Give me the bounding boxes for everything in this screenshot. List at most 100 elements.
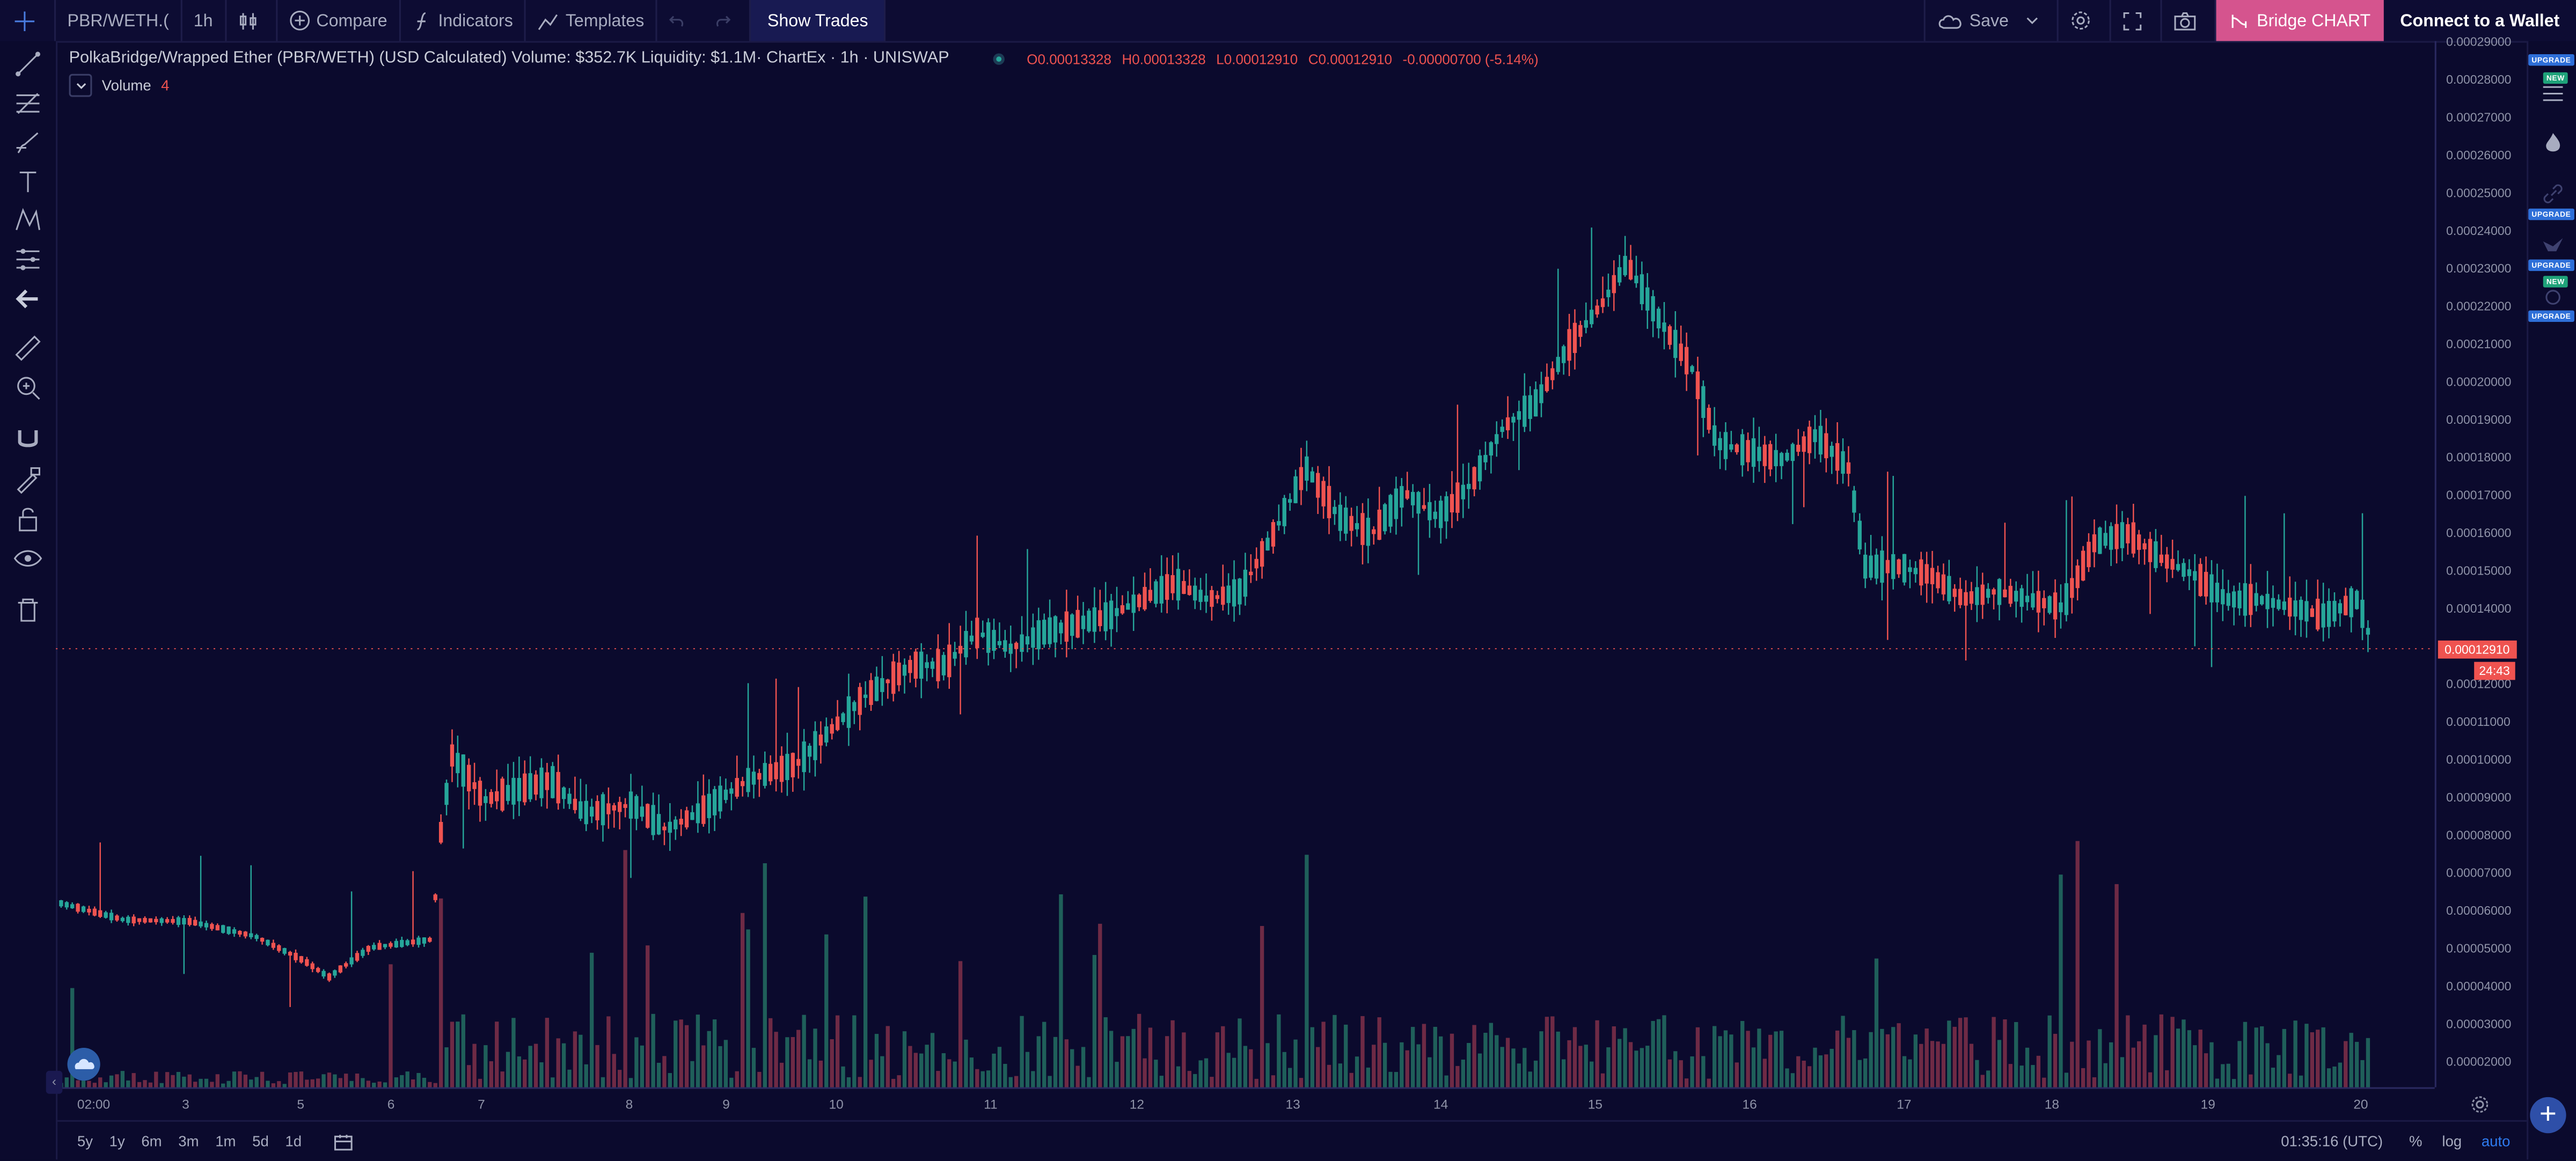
- price-axis[interactable]: 0.00029000 0.00028000 0.00027000 0.00026000…: [2434, 34, 2528, 1087]
- interval-selector[interactable]: 1h: [182, 0, 226, 41]
- candle-body: [366, 946, 370, 952]
- candle-body: [1366, 518, 1371, 546]
- gear-small-icon[interactable]: [2543, 288, 2563, 307]
- candle-body: [674, 819, 678, 829]
- upgrade-badge[interactable]: UPGRADE: [2528, 310, 2574, 322]
- candle-body: [763, 763, 767, 786]
- time-axis[interactable]: 02:00 3 5 6 7 8 9 10 11 12 13 14 15 16 17 18 19 20: [56, 1087, 2435, 1122]
- save-button[interactable]: Save: [1923, 0, 2058, 41]
- candle-body: [305, 959, 309, 966]
- fullscreen-button[interactable]: [2111, 0, 2162, 41]
- candle-body: [2036, 591, 2041, 613]
- range-buttons: 5y 1y 6m 3m 1m 5d 1d: [69, 1133, 310, 1150]
- candle-body: [1243, 569, 1248, 597]
- price-tick-label: 0.00022000: [2446, 299, 2512, 314]
- connect-wallet-button[interactable]: Connect to a Wallet: [2384, 11, 2576, 31]
- volume-bar: [2288, 1074, 2292, 1087]
- utc-clock[interactable]: 01:35:16 (UTC): [2281, 1133, 2383, 1150]
- lock-icon[interactable]: [13, 504, 42, 534]
- volume-bar: [986, 1070, 991, 1087]
- candle-body: [690, 812, 694, 820]
- upgrade-badge[interactable]: UPGRADE: [2528, 54, 2574, 66]
- candle-body: [723, 789, 728, 800]
- candle-body: [997, 641, 1002, 645]
- volume-bar: [1243, 1046, 1248, 1087]
- link-icon[interactable]: [2543, 184, 2563, 204]
- indicators-button[interactable]: Indicators: [400, 0, 526, 41]
- volume-bar: [969, 1057, 974, 1087]
- candle-body: [707, 793, 711, 818]
- lock-draw-icon[interactable]: [13, 465, 42, 494]
- eye-icon[interactable]: [13, 543, 42, 573]
- range-button-6m[interactable]: 6m: [141, 1133, 162, 1150]
- percent-toggle[interactable]: %: [2409, 1133, 2423, 1150]
- bird-icon[interactable]: [2542, 235, 2565, 255]
- volume-bar: [2360, 1060, 2365, 1087]
- candle-body: [438, 821, 443, 843]
- range-button-5d[interactable]: 5d: [252, 1133, 269, 1150]
- log-toggle[interactable]: log: [2442, 1133, 2462, 1150]
- fire-icon[interactable]: [2543, 131, 2563, 155]
- bridge-chart-button[interactable]: Bridge CHART: [2215, 0, 2384, 41]
- candle-body: [1539, 384, 1543, 403]
- collapse-legend-button[interactable]: [69, 74, 92, 97]
- candle-body: [1550, 368, 1555, 380]
- range-button-5y[interactable]: 5y: [77, 1133, 93, 1150]
- chart-type-button[interactable]: [226, 0, 277, 41]
- range-button-1y[interactable]: 1y: [109, 1133, 125, 1150]
- watchlist-icon[interactable]: [2542, 84, 2565, 104]
- fib-icon[interactable]: [13, 89, 42, 118]
- price-chart[interactable]: [56, 41, 2435, 1087]
- goto-date-icon[interactable]: [333, 1133, 353, 1151]
- volume-bar: [221, 1083, 225, 1087]
- zoom-icon[interactable]: [13, 373, 42, 402]
- magnet-icon[interactable]: [13, 425, 42, 455]
- show-trades-button[interactable]: Show Trades: [751, 0, 887, 41]
- redo-button[interactable]: [704, 0, 751, 41]
- axis-settings-icon[interactable]: [2471, 1096, 2489, 1114]
- compare-button[interactable]: Compare: [277, 0, 401, 41]
- volume-bar: [1215, 1032, 1220, 1087]
- trash-icon[interactable]: [13, 594, 42, 624]
- text-icon[interactable]: [13, 167, 42, 197]
- back-arrow-icon[interactable]: [13, 284, 42, 314]
- volume-bar: [349, 1081, 354, 1087]
- add-button[interactable]: +: [2530, 1097, 2566, 1134]
- volume-bar: [1712, 1026, 1717, 1087]
- time-tick-label: 12: [1129, 1097, 1144, 1112]
- price-tick-label: 0.00027000: [2446, 110, 2512, 125]
- price-tick-label: 0.00007000: [2446, 865, 2512, 880]
- symbol-search[interactable]: PBR/WETH.(: [56, 0, 182, 41]
- pattern-icon[interactable]: [13, 205, 42, 235]
- screenshot-button[interactable]: [2162, 0, 2216, 41]
- ruler-icon[interactable]: [13, 333, 42, 363]
- candle-body: [1154, 581, 1158, 604]
- candle-body: [1321, 481, 1326, 506]
- volume-bar: [2059, 875, 2063, 1087]
- trend-line-icon[interactable]: [13, 49, 42, 79]
- candle-body: [506, 785, 510, 801]
- brush-icon[interactable]: [13, 128, 42, 158]
- prediction-icon[interactable]: [13, 245, 42, 274]
- volume-bar: [579, 1034, 583, 1087]
- candle-body: [1165, 574, 1169, 600]
- upgrade-badge[interactable]: UPGRADE: [2528, 259, 2574, 271]
- range-button-1m[interactable]: 1m: [215, 1133, 236, 1150]
- cloud-icon: [1938, 15, 1962, 29]
- candle-body: [791, 753, 795, 777]
- undo-button[interactable]: [657, 0, 704, 41]
- candle-body: [869, 680, 873, 705]
- range-button-1d[interactable]: 1d: [285, 1133, 302, 1150]
- templates-button[interactable]: Templates: [526, 0, 657, 41]
- upgrade-badge[interactable]: UPGRADE: [2528, 208, 2574, 221]
- range-button-3m[interactable]: 3m: [178, 1133, 199, 1150]
- live-dot-icon: [993, 53, 1005, 65]
- candle-body: [1260, 541, 1264, 567]
- candle-body: [874, 677, 879, 701]
- toolbar-crosshair[interactable]: [0, 0, 56, 41]
- candle-body: [2193, 571, 2197, 581]
- chartex-logo[interactable]: [67, 1048, 100, 1081]
- settings-button[interactable]: [2058, 0, 2111, 41]
- auto-toggle[interactable]: auto: [2481, 1133, 2511, 1150]
- scroll-left-button[interactable]: ‹: [46, 1070, 63, 1094]
